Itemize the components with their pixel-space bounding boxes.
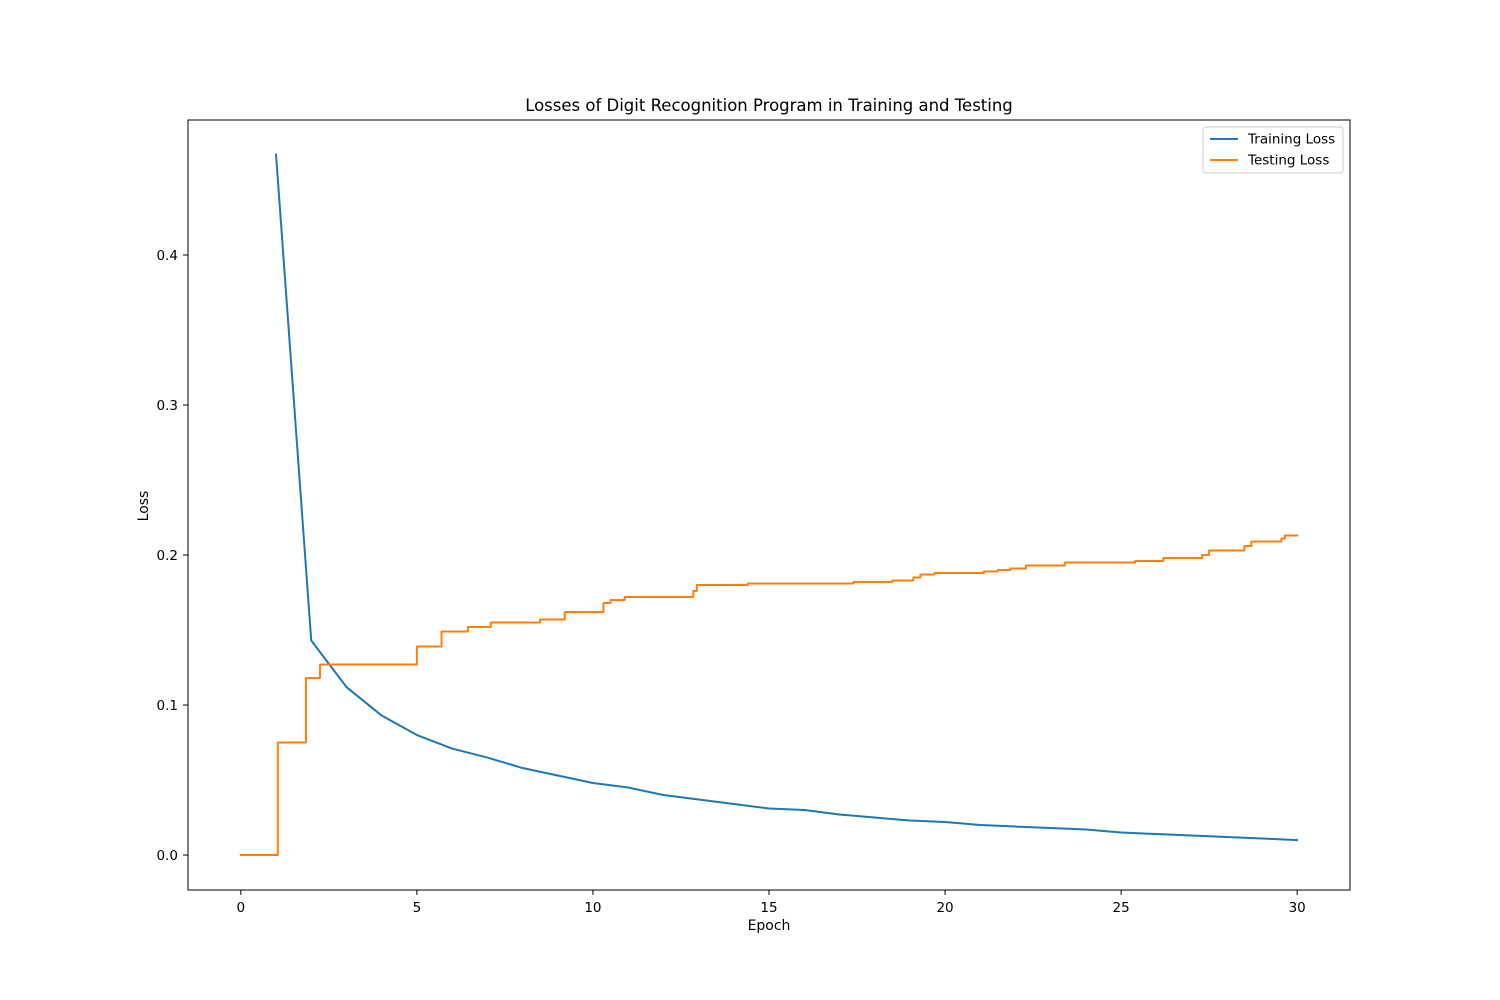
legend-label-training: Training Loss [1247,132,1335,148]
testing-loss-line [239,534,1299,857]
y-tick-label: 0.3 [157,398,178,414]
y-tick-label: 0.4 [157,248,178,264]
chart-title: Losses of Digit Recognition Program in T… [525,96,1013,115]
y-axis-title: Loss [136,491,152,522]
y-axis: 0.0 0.1 0.2 0.3 0.4 [157,248,188,864]
x-axis-title: Epoch [748,918,791,934]
x-tick-label: 10 [584,900,601,916]
x-tick-label: 20 [936,900,953,916]
legend: Training Loss Testing Loss [1202,126,1344,174]
x-tick-label: 15 [760,900,777,916]
series-lines [239,153,1299,857]
x-tick-label: 5 [413,900,422,916]
y-tick-label: 0.0 [157,848,178,864]
x-axis: 0 5 10 15 20 25 30 [237,890,1306,916]
y-tick-label: 0.2 [157,548,178,564]
training-loss-line [274,153,1299,842]
y-tick-label: 0.1 [157,698,178,714]
x-tick-label: 0 [237,900,246,916]
legend-label-testing: Testing Loss [1247,153,1329,169]
x-tick-label: 25 [1113,900,1130,916]
x-tick-label: 30 [1289,900,1306,916]
